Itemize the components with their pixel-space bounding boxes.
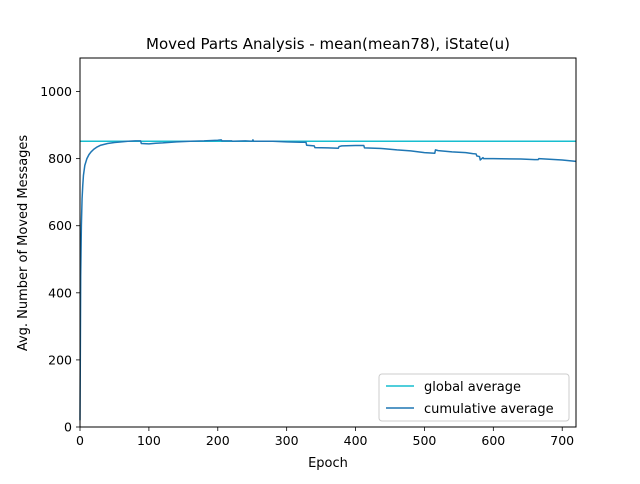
- legend-label-cumulative-average: cumulative average: [424, 402, 554, 417]
- x-tick-label: 100: [137, 433, 161, 448]
- series-line-cumulative-average: [79, 139, 577, 421]
- chart-title: Moved Parts Analysis - mean(mean78), iSt…: [146, 35, 510, 53]
- series-layer: [79, 139, 577, 421]
- y-tick-label: 0: [64, 420, 72, 435]
- x-axis-label: Epoch: [308, 456, 348, 471]
- x-tick-label: 300: [275, 433, 299, 448]
- y-tick-label: 600: [48, 218, 72, 233]
- y-axis: 0 200 400 600 800 1000: [40, 84, 80, 435]
- x-tick-label: 600: [481, 433, 505, 448]
- y-tick-label: 200: [48, 352, 72, 367]
- y-tick-label: 400: [48, 285, 72, 300]
- y-tick-label: 1000: [40, 84, 72, 99]
- x-tick-label: 400: [344, 433, 368, 448]
- x-tick-label: 0: [76, 433, 84, 448]
- y-tick-label: 800: [48, 151, 72, 166]
- x-tick-label: 700: [550, 433, 574, 448]
- x-axis: 0 100 200 300 400 500 600 700: [76, 427, 574, 448]
- x-tick-label: 200: [206, 433, 230, 448]
- y-axis-label: Avg. Number of Moved Messages: [16, 135, 31, 352]
- plot-frame: [79, 57, 577, 428]
- legend-label-global-average: global average: [424, 380, 521, 395]
- legend: global average cumulative average: [378, 373, 570, 422]
- x-tick-label: 500: [413, 433, 437, 448]
- legend-box: [378, 373, 570, 422]
